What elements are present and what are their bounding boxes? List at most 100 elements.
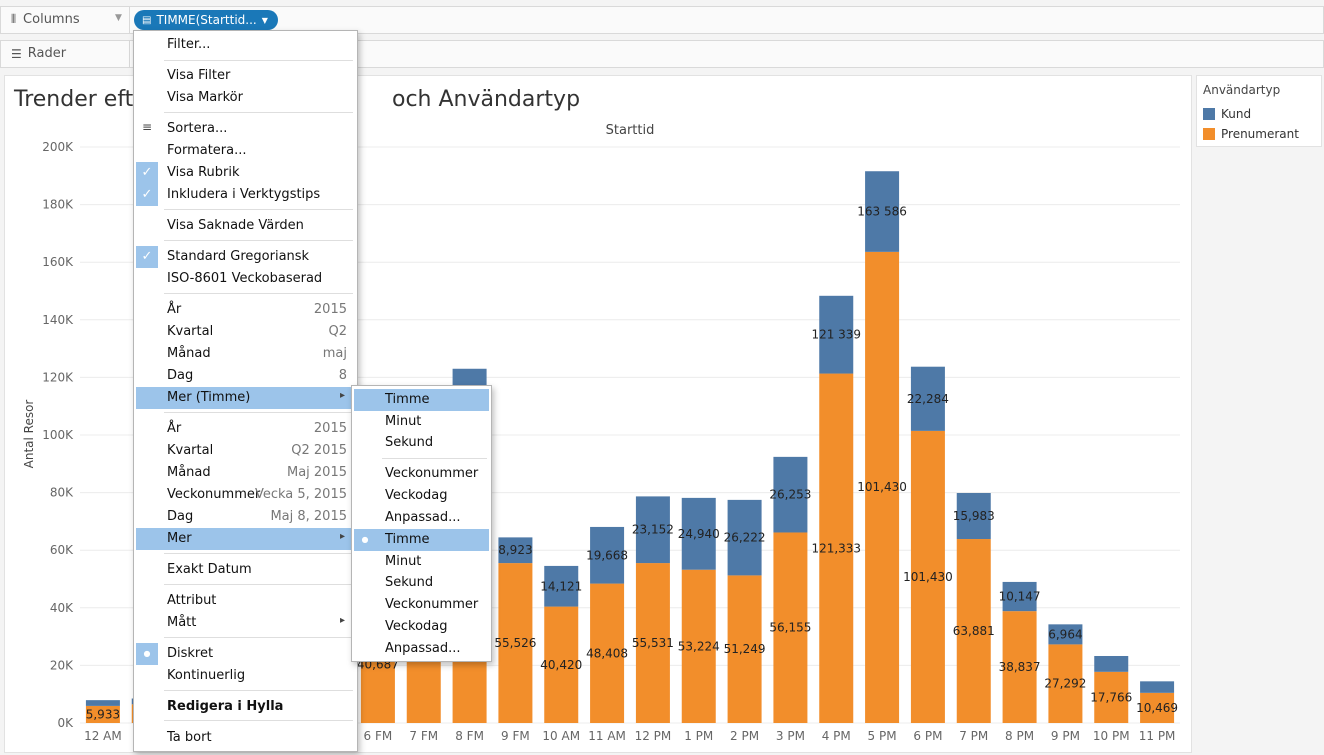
menu-item-value: maj	[322, 346, 347, 361]
submenu-item-label: Timme	[385, 532, 430, 547]
menu-item-diskret[interactable]: ● Diskret	[136, 643, 355, 665]
radio-dot-icon: ●	[136, 643, 158, 665]
menu-item-label: Mer	[167, 531, 192, 546]
menu-item-value: Vecka 5, 2015	[254, 487, 347, 502]
menu-item-iso-8601-veckobaserad[interactable]: ISO-8601 Veckobaserad	[136, 268, 355, 290]
menu-separator	[164, 293, 353, 294]
submenu-item-sekund[interactable]: Sekund	[354, 432, 489, 454]
legend-title: Användartyp	[1203, 83, 1281, 97]
menu-item-label: Kvartal	[167, 443, 214, 458]
legend-item-prenumerant[interactable]: Prenumerant	[1203, 127, 1299, 141]
menu-item-attribut[interactable]: Attribut	[136, 590, 355, 612]
menu-item-månad[interactable]: Månad Maj 2015	[136, 462, 355, 484]
submenu-item-anpassad[interactable]: Anpassad...	[354, 638, 489, 660]
menu-separator	[164, 690, 353, 691]
menu-separator	[164, 60, 353, 61]
submenu: Timme Minut Sekund Veckonummer Veckodag Anpas…	[351, 385, 492, 662]
legend: Användartyp Kund Prenumerant	[1196, 75, 1322, 147]
menu-item-dag[interactable]: Dag Maj 8, 2015	[136, 506, 355, 528]
menu-separator	[164, 553, 353, 554]
menu-item-kontinuerlig[interactable]: Kontinuerlig	[136, 665, 355, 687]
submenu-item-label: Veckonummer	[385, 466, 479, 481]
submenu-item-veckonummer[interactable]: Veckonummer	[354, 463, 489, 485]
menu-item-dag[interactable]: Dag 8	[136, 365, 355, 387]
menu-item-exakt-datum[interactable]: Exakt Datum	[136, 559, 355, 581]
menu-item-mer-timme[interactable]: Mer (Timme) ▸	[136, 387, 355, 409]
submenu-item-label: Sekund	[385, 435, 434, 450]
timme-pill[interactable]: ▤ TIMME(Starttid... ▼	[134, 10, 278, 30]
menu-item-sortera[interactable]: Sortera... ≡	[136, 118, 355, 140]
menu-separator	[164, 637, 353, 638]
menu-item-år[interactable]: År 2015	[136, 299, 355, 321]
menu-item-visa-markör[interactable]: Visa Markör	[136, 87, 355, 109]
checkmark-icon: ✓	[136, 184, 158, 206]
legend-item-kund[interactable]: Kund	[1203, 107, 1251, 121]
submenu-item-timme[interactable]: ● Timme	[354, 529, 489, 551]
submenu-item-sekund[interactable]: Sekund	[354, 572, 489, 594]
rows-shelf-label: ☰ Rader	[11, 46, 67, 61]
submenu-item-label: Sekund	[385, 575, 434, 590]
menu-item-ta-bort[interactable]: Ta bort	[136, 727, 355, 749]
menu-item-label: Ta bort	[167, 730, 212, 745]
menu-item-label: Månad	[167, 346, 211, 361]
menu-item-inkludera-i-verktygstips[interactable]: ✓ Inkludera i Verktygstips	[136, 184, 355, 206]
menu-item-filter[interactable]: Filter...	[136, 34, 355, 56]
menu-item-value: Maj 2015	[286, 465, 347, 480]
sort-icon: ≡	[142, 120, 153, 134]
submenu-item-timme[interactable]: Timme	[354, 389, 489, 411]
menu-item-label: År	[167, 302, 182, 317]
submenu-item-minut[interactable]: Minut	[354, 411, 489, 433]
menu-item-kvartal[interactable]: Kvartal Q2	[136, 321, 355, 343]
menu-item-standard-gregoriansk[interactable]: ✓ Standard Gregoriansk	[136, 246, 355, 268]
menu-item-label: Kontinuerlig	[167, 668, 246, 683]
submenu-item-label: Veckodag	[385, 488, 448, 503]
menu-item-label: Diskret	[167, 646, 214, 661]
menu-item-månad[interactable]: Månad maj	[136, 343, 355, 365]
menu-item-label: Exakt Datum	[167, 562, 252, 577]
submenu-item-label: Minut	[385, 554, 422, 569]
menu-item-label: Formatera...	[167, 143, 247, 158]
submenu-item-veckodag[interactable]: Veckodag	[354, 485, 489, 507]
submenu-item-veckodag[interactable]: Veckodag	[354, 616, 489, 638]
legend-swatch	[1203, 108, 1215, 120]
menu-separator	[164, 720, 353, 721]
pill-dropdown-icon[interactable]: ▼	[261, 15, 268, 25]
menu-item-label: År	[167, 421, 182, 436]
menu-item-visa-filter[interactable]: Visa Filter	[136, 65, 355, 87]
submenu-item-label: Veckodag	[385, 619, 448, 634]
x-axis-header: Starttid	[605, 123, 655, 138]
menu-item-label: Mer (Timme)	[167, 390, 251, 405]
submenu-item-anpassad[interactable]: Anpassad...	[354, 507, 489, 529]
menu-separator	[164, 112, 353, 113]
menu-item-label: Dag	[167, 368, 194, 383]
submenu-item-label: Veckonummer	[385, 597, 479, 612]
menu-item-label: Inkludera i Verktygstips	[167, 187, 321, 202]
chevron-down-icon[interactable]: ▼	[115, 13, 122, 23]
menu-item-value: Q2	[328, 324, 347, 339]
menu-item-veckonummer[interactable]: Veckonummer Vecka 5, 2015	[136, 484, 355, 506]
menu-item-label: Sortera...	[167, 121, 228, 136]
menu-item-visa-saknade-värden[interactable]: Visa Saknade Värden	[136, 215, 355, 237]
menu-item-kvartal[interactable]: Kvartal Q2 2015	[136, 440, 355, 462]
menu-item-år[interactable]: År 2015	[136, 418, 355, 440]
submenu-item-veckonummer[interactable]: Veckonummer	[354, 594, 489, 616]
menu-item-label: Visa Markör	[167, 90, 243, 105]
context-menu: Filter... Visa Filter Visa Markör Sortera..…	[133, 30, 358, 752]
menu-separator	[164, 209, 353, 210]
menu-item-label: Visa Rubrik	[167, 165, 240, 180]
menu-item-label: Redigera i Hylla	[167, 699, 284, 714]
menu-item-formatera[interactable]: Formatera...	[136, 140, 355, 162]
menu-separator	[382, 458, 487, 459]
radio-dot-icon: ●	[361, 535, 369, 544]
menu-item-visa-rubrik[interactable]: ✓ Visa Rubrik	[136, 162, 355, 184]
menu-item-label: Mått	[167, 615, 197, 630]
menu-item-value: 2015	[313, 421, 347, 436]
menu-item-mått[interactable]: Mått ▸	[136, 612, 355, 634]
submenu-item-minut[interactable]: Minut	[354, 551, 489, 573]
menu-item-mer[interactable]: Mer ▸	[136, 528, 355, 550]
menu-separator	[164, 240, 353, 241]
menu-item-label: Visa Saknade Värden	[167, 218, 304, 233]
rows-icon: ☰	[11, 46, 22, 61]
menu-item-redigera-i-hylla[interactable]: Redigera i Hylla	[136, 696, 355, 718]
menu-item-label: Kvartal	[167, 324, 214, 339]
